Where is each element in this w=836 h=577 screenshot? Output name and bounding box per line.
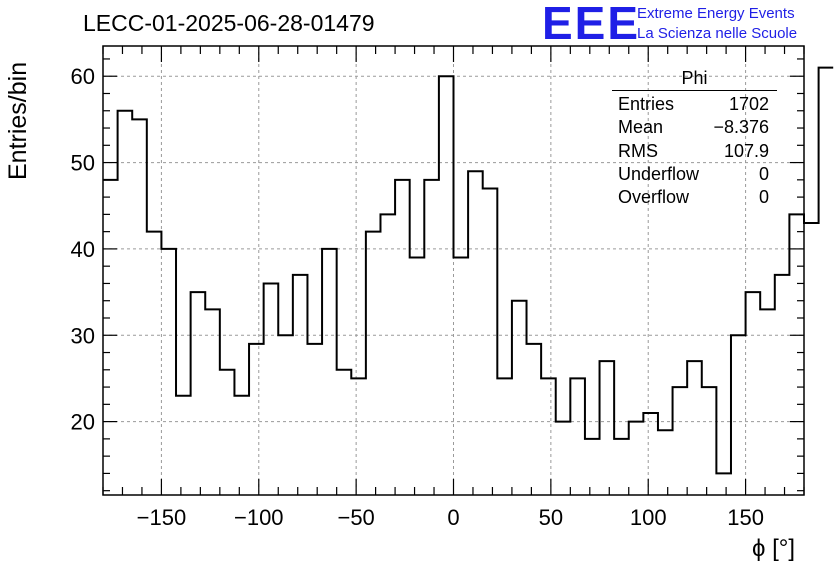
histogram-bin bbox=[775, 275, 790, 495]
stats-label: Underflow bbox=[618, 163, 700, 184]
histogram-bin bbox=[760, 309, 775, 495]
x-tick-label: 50 bbox=[539, 505, 563, 530]
histogram-bin bbox=[337, 370, 352, 495]
stats-row-entries: Entries 1702 bbox=[612, 93, 777, 116]
histogram-bin bbox=[497, 378, 512, 495]
histogram-bin bbox=[570, 378, 585, 495]
histogram-bin bbox=[410, 258, 425, 495]
histogram-bin bbox=[351, 378, 366, 495]
histogram-bin bbox=[132, 119, 147, 495]
histogram-bin bbox=[585, 439, 600, 495]
stats-value: 0 bbox=[758, 187, 769, 208]
stats-value: −8.376 bbox=[713, 117, 769, 138]
y-tick-label: 20 bbox=[71, 410, 95, 435]
logo-line-1: Extreme Energy Events bbox=[637, 5, 795, 22]
histogram-bin bbox=[643, 413, 658, 495]
histogram-bin bbox=[161, 249, 176, 495]
histogram-bin bbox=[819, 68, 834, 495]
stats-row-mean: Mean −8.376 bbox=[612, 116, 777, 139]
stats-row-underflow: Underflow 0 bbox=[612, 163, 777, 186]
x-tick-label: 0 bbox=[447, 505, 459, 530]
stats-value: 107.9 bbox=[723, 140, 769, 161]
y-tick-label: 30 bbox=[71, 323, 95, 348]
histogram-bin bbox=[687, 361, 702, 495]
histogram-bin bbox=[278, 335, 293, 495]
stats-label: Overflow bbox=[618, 187, 690, 208]
histogram-bin bbox=[380, 214, 395, 495]
histogram-bin bbox=[600, 361, 615, 495]
histogram-bin bbox=[702, 387, 717, 495]
histogram-bin bbox=[307, 344, 322, 495]
histogram-bin bbox=[147, 232, 162, 495]
histogram-bin bbox=[483, 188, 498, 495]
stats-title: Phi bbox=[612, 68, 777, 91]
histogram-bin bbox=[731, 335, 746, 495]
histogram-bin bbox=[658, 430, 673, 495]
histogram-bin bbox=[118, 111, 133, 495]
x-tick-label: −100 bbox=[234, 505, 284, 530]
stats-label: Mean bbox=[618, 117, 664, 138]
logo-line-2: La Scienza nelle Scuole bbox=[637, 25, 798, 42]
x-tick-label: 100 bbox=[630, 505, 667, 530]
chart-title: LECC-01-2025-06-28-01479 bbox=[83, 10, 375, 36]
x-axis-label: ϕ [°] bbox=[752, 535, 796, 562]
histogram-bin bbox=[541, 378, 556, 495]
stats-box: Phi Entries 1702 Mean −8.376 RMS 107.9 U… bbox=[612, 68, 777, 209]
histogram-bin bbox=[234, 396, 249, 495]
histogram-bin bbox=[468, 171, 483, 495]
histogram-bin bbox=[746, 292, 761, 495]
stats-row-rms: RMS 107.9 bbox=[612, 140, 777, 163]
histogram-line bbox=[103, 66, 834, 475]
histogram-bin bbox=[103, 180, 118, 495]
stats-row-overflow: Overflow 0 bbox=[612, 186, 777, 209]
histogram-bin bbox=[191, 292, 206, 495]
x-tick-label: −50 bbox=[337, 505, 374, 530]
histogram-bin bbox=[512, 301, 527, 495]
histogram-bin bbox=[527, 344, 542, 495]
histogram-bin bbox=[629, 422, 644, 495]
histogram-bin bbox=[293, 275, 308, 495]
histogram-bin bbox=[716, 473, 731, 495]
stats-value: 0 bbox=[758, 163, 769, 184]
x-tick-label: 150 bbox=[727, 505, 764, 530]
y-tick-label: 60 bbox=[71, 64, 95, 89]
histogram-bin bbox=[614, 439, 629, 495]
eee-logo: EEE bbox=[542, 0, 641, 49]
histogram-bin bbox=[424, 180, 439, 495]
histogram-bin bbox=[804, 223, 819, 495]
histogram-bin bbox=[176, 396, 191, 495]
histogram-bin bbox=[366, 232, 381, 495]
y-tick-label: 50 bbox=[71, 151, 95, 176]
histogram-bin bbox=[249, 344, 264, 495]
histogram-bin bbox=[264, 283, 279, 495]
y-tick-label: 40 bbox=[71, 237, 95, 262]
stats-label: RMS bbox=[618, 140, 658, 161]
stats-label: Entries bbox=[618, 94, 675, 114]
histogram-bin bbox=[220, 370, 235, 495]
y-axis-label: Entries/bin bbox=[4, 61, 32, 180]
histogram-bin bbox=[439, 76, 454, 495]
histogram-bin bbox=[395, 180, 410, 495]
x-tick-label: −150 bbox=[137, 505, 187, 530]
histogram-bin bbox=[673, 387, 688, 495]
histogram-bin bbox=[789, 214, 804, 495]
histogram-bin bbox=[322, 249, 337, 495]
histogram-bin bbox=[205, 309, 220, 495]
histogram-bin bbox=[556, 422, 571, 495]
stats-value: 1702 bbox=[728, 94, 769, 114]
histogram-bin bbox=[454, 258, 469, 495]
